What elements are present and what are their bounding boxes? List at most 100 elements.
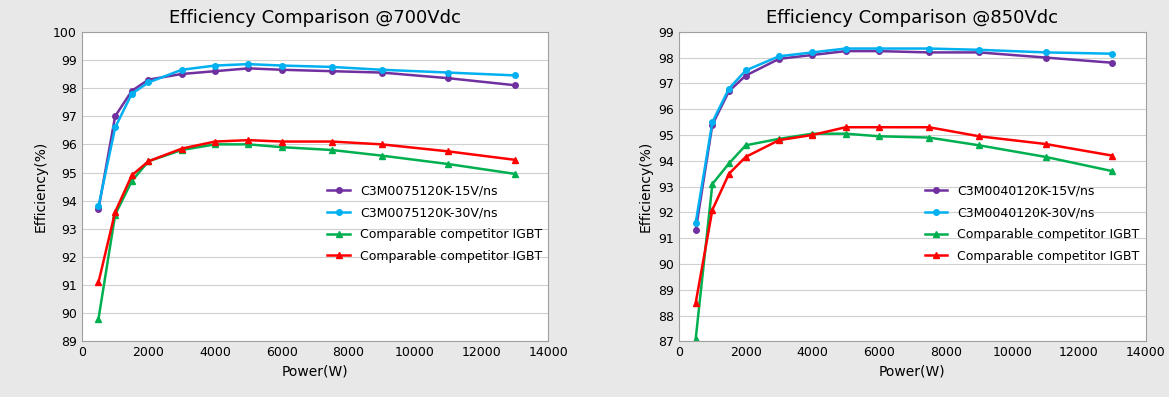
Comparable competitor IGBT xyxy=(838,125,852,130)
Comparable competitor IGBT xyxy=(91,316,105,321)
Comparable competitor IGBT xyxy=(722,161,736,166)
Title: Efficiency Comparison @700Vdc: Efficiency Comparison @700Vdc xyxy=(170,10,461,27)
Comparable competitor IGBT xyxy=(689,337,703,341)
C3M0075120K-15V/ns xyxy=(208,69,222,73)
Comparable competitor IGBT xyxy=(141,159,155,164)
Line: C3M0040120K-30V/ns: C3M0040120K-30V/ns xyxy=(693,46,1115,225)
X-axis label: Power(W): Power(W) xyxy=(879,365,946,379)
C3M0040120K-15V/ns xyxy=(922,50,936,55)
Comparable competitor IGBT xyxy=(838,131,852,136)
Legend: C3M0040120K-15V/ns, C3M0040120K-30V/ns, Comparable competitor IGBT, Comparable c: C3M0040120K-15V/ns, C3M0040120K-30V/ns, … xyxy=(925,185,1140,263)
C3M0075120K-15V/ns xyxy=(509,83,523,88)
Comparable competitor IGBT xyxy=(872,125,886,130)
C3M0040120K-30V/ns xyxy=(1105,51,1119,56)
C3M0040120K-30V/ns xyxy=(722,86,736,91)
C3M0075120K-15V/ns xyxy=(325,69,339,73)
Comparable competitor IGBT xyxy=(275,139,289,144)
Comparable competitor IGBT xyxy=(1038,142,1052,146)
C3M0075120K-15V/ns xyxy=(375,70,389,75)
C3M0040120K-30V/ns xyxy=(739,68,753,73)
Comparable competitor IGBT xyxy=(922,125,936,130)
Comparable competitor IGBT xyxy=(739,154,753,159)
Comparable competitor IGBT xyxy=(125,173,139,178)
Legend: C3M0075120K-15V/ns, C3M0075120K-30V/ns, Comparable competitor IGBT, Comparable c: C3M0075120K-15V/ns, C3M0075120K-30V/ns, … xyxy=(327,185,542,263)
C3M0040120K-30V/ns xyxy=(772,54,786,59)
Comparable competitor IGBT xyxy=(1105,169,1119,173)
Comparable competitor IGBT xyxy=(242,142,256,147)
Line: Comparable competitor IGBT: Comparable competitor IGBT xyxy=(96,137,518,285)
C3M0040120K-30V/ns xyxy=(805,50,819,55)
Comparable competitor IGBT xyxy=(125,179,139,183)
C3M0075120K-30V/ns xyxy=(175,67,189,72)
Line: Comparable competitor IGBT: Comparable competitor IGBT xyxy=(693,125,1115,305)
Comparable competitor IGBT xyxy=(325,148,339,152)
C3M0075120K-15V/ns xyxy=(91,207,105,212)
C3M0075120K-15V/ns xyxy=(275,67,289,72)
C3M0040120K-15V/ns xyxy=(772,56,786,61)
Comparable competitor IGBT xyxy=(109,212,123,217)
Y-axis label: Efficiency(%): Efficiency(%) xyxy=(34,141,48,232)
Comparable competitor IGBT xyxy=(922,135,936,140)
Line: C3M0040120K-15V/ns: C3M0040120K-15V/ns xyxy=(693,48,1115,233)
Comparable competitor IGBT xyxy=(242,138,256,143)
Line: Comparable competitor IGBT: Comparable competitor IGBT xyxy=(693,131,1115,341)
C3M0075120K-15V/ns xyxy=(442,76,456,81)
C3M0075120K-15V/ns xyxy=(125,89,139,93)
Comparable competitor IGBT xyxy=(208,139,222,144)
C3M0075120K-30V/ns xyxy=(325,65,339,69)
C3M0040120K-15V/ns xyxy=(722,89,736,94)
Comparable competitor IGBT xyxy=(772,137,786,141)
Comparable competitor IGBT xyxy=(275,145,289,150)
C3M0040120K-30V/ns xyxy=(922,46,936,51)
Comparable competitor IGBT xyxy=(971,143,985,148)
C3M0075120K-15V/ns xyxy=(175,71,189,76)
Comparable competitor IGBT xyxy=(722,172,736,176)
C3M0040120K-15V/ns xyxy=(971,50,985,55)
Comparable competitor IGBT xyxy=(739,143,753,148)
C3M0075120K-30V/ns xyxy=(125,91,139,96)
C3M0040120K-30V/ns xyxy=(1038,50,1052,55)
C3M0040120K-15V/ns xyxy=(805,53,819,58)
Comparable competitor IGBT xyxy=(1105,153,1119,158)
C3M0075120K-30V/ns xyxy=(375,67,389,72)
C3M0075120K-15V/ns xyxy=(141,77,155,82)
C3M0075120K-30V/ns xyxy=(275,63,289,68)
C3M0075120K-30V/ns xyxy=(109,125,123,130)
Comparable competitor IGBT xyxy=(91,280,105,285)
C3M0075120K-30V/ns xyxy=(91,204,105,209)
C3M0040120K-30V/ns xyxy=(689,220,703,225)
C3M0075120K-30V/ns xyxy=(242,62,256,67)
Line: C3M0075120K-15V/ns: C3M0075120K-15V/ns xyxy=(96,66,518,212)
C3M0040120K-30V/ns xyxy=(872,46,886,51)
C3M0075120K-30V/ns xyxy=(208,63,222,68)
C3M0075120K-30V/ns xyxy=(442,70,456,75)
Comparable competitor IGBT xyxy=(689,301,703,305)
Comparable competitor IGBT xyxy=(109,210,123,214)
Comparable competitor IGBT xyxy=(375,153,389,158)
Comparable competitor IGBT xyxy=(175,146,189,151)
Comparable competitor IGBT xyxy=(442,162,456,166)
C3M0040120K-15V/ns xyxy=(705,122,719,127)
Line: Comparable competitor IGBT: Comparable competitor IGBT xyxy=(96,142,518,322)
C3M0075120K-15V/ns xyxy=(242,66,256,71)
C3M0040120K-15V/ns xyxy=(739,73,753,78)
Comparable competitor IGBT xyxy=(509,172,523,176)
Comparable competitor IGBT xyxy=(141,159,155,164)
C3M0075120K-30V/ns xyxy=(509,73,523,78)
Comparable competitor IGBT xyxy=(971,134,985,139)
C3M0040120K-15V/ns xyxy=(838,49,852,54)
Title: Efficiency Comparison @850Vdc: Efficiency Comparison @850Vdc xyxy=(767,10,1058,27)
Comparable competitor IGBT xyxy=(375,142,389,147)
C3M0040120K-30V/ns xyxy=(971,48,985,52)
Comparable competitor IGBT xyxy=(805,131,819,136)
C3M0040120K-15V/ns xyxy=(689,228,703,233)
Comparable competitor IGBT xyxy=(325,139,339,144)
Comparable competitor IGBT xyxy=(442,149,456,154)
Comparable competitor IGBT xyxy=(175,148,189,152)
C3M0075120K-30V/ns xyxy=(141,80,155,85)
C3M0075120K-15V/ns xyxy=(109,114,123,119)
Comparable competitor IGBT xyxy=(705,208,719,212)
C3M0040120K-15V/ns xyxy=(1105,60,1119,65)
Comparable competitor IGBT xyxy=(772,138,786,143)
Comparable competitor IGBT xyxy=(872,134,886,139)
